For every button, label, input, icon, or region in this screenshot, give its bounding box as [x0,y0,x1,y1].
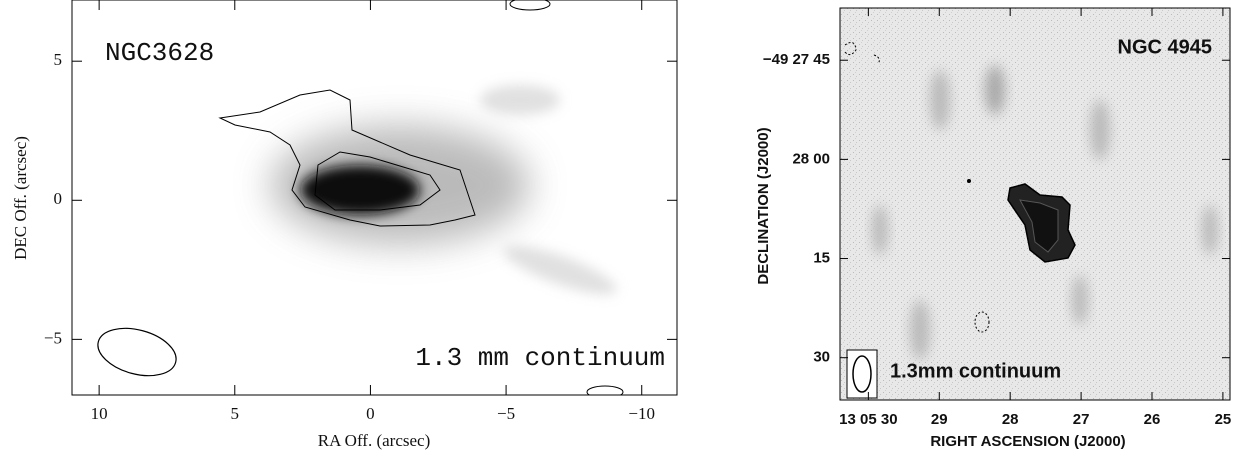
y-tick-label: 28 00 [792,150,830,167]
y-axis-label: DEC Off. (arcsec) [11,136,30,260]
y-tick-label: −49 27 45 [763,51,830,68]
image [840,8,1230,400]
y-tick-label: 5 [54,50,63,69]
x-tick-label: 29 [931,411,948,428]
x-tick-label: 0 [366,404,375,423]
x-tick-label: 25 [1215,411,1232,428]
x-tick-label: 5 [231,404,240,423]
y-tick-label: 15 [813,250,830,267]
y-axis-label: DECLINATION (J2000) [755,127,772,284]
x-axis-label: RA Off. (arcsec) [318,431,431,450]
annotation: 1.3 mm continuum [415,343,665,373]
x-tick-label: 10 [91,404,108,423]
annotation: 1.3mm continuum [890,360,1061,382]
x-tick-label: −5 [497,404,515,423]
x-tick-label: 28 [1002,411,1019,428]
panel-title: NGC 4945 [1118,36,1213,58]
plot-frame [839,7,1231,401]
x-tick-label: −10 [628,404,655,423]
plot-frame [71,0,678,396]
panel-left: NGC3628 1.3 mm continuum RA Off. (arcsec… [11,0,678,450]
y-tick-label: 30 [813,349,830,366]
panel-right: NGC 4945 1.3mm continuum RIGHT ASCENSION… [755,7,1232,450]
panel-title: NGC3628 [105,38,214,68]
x-tick-label: 27 [1073,411,1090,428]
y-tick-label: 0 [54,189,63,208]
image [97,0,624,395]
x-tick-label: 26 [1144,411,1161,428]
x-axis-label: RIGHT ASCENSION (J2000) [930,433,1125,450]
y-tick-label: −5 [44,328,62,347]
x-tick-label: 13 05 30 [839,411,897,428]
